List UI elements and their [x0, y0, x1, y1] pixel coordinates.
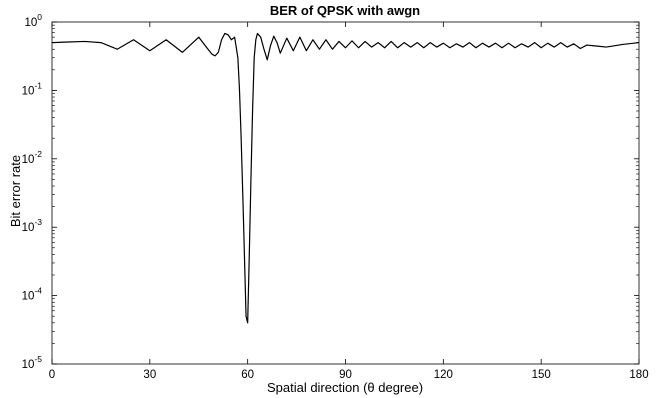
- axes-box: [51, 21, 640, 365]
- y-axis-label: Bit error rate: [8, 155, 23, 227]
- y-tick-label: 10-5: [22, 354, 43, 371]
- x-tick-label: 30: [143, 369, 156, 381]
- ber-series-line: [51, 32, 640, 324]
- y-tick-label: 100: [24, 12, 42, 29]
- y-tick-label: 10-1: [22, 80, 43, 97]
- x-axis-label: Spatial direction (θ degree): [267, 380, 423, 395]
- y-tick-label: 10-3: [22, 217, 43, 234]
- x-tick-label: 0: [49, 369, 55, 381]
- y-tick-label: 10-4: [22, 286, 43, 303]
- x-tick-label: 90: [339, 369, 352, 381]
- x-tick-label: 180: [629, 369, 648, 381]
- plot-area: 0 30 60 90 120 150 180 100 10-1 10-2 10-3 10-4 10-5: [22, 12, 649, 381]
- x-tick-label: 60: [241, 369, 254, 381]
- x-tick-label: 150: [532, 369, 551, 381]
- y-tick-label: 10-2: [22, 149, 43, 166]
- x-tick-label: 120: [434, 369, 453, 381]
- chart-title: BER of QPSK with awgn: [270, 3, 420, 18]
